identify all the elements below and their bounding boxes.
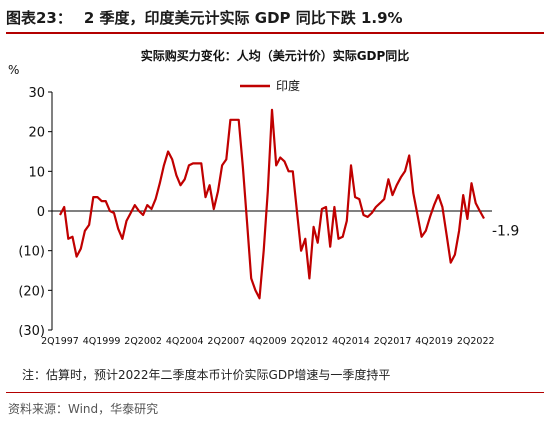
x-tick-label: 2Q2007	[207, 336, 245, 347]
y-tick-label: 30	[28, 86, 45, 101]
y-tick-label: (10)	[18, 245, 45, 260]
source-divider	[6, 392, 544, 393]
figure-title: 图表23： 2 季度，印度美元计实际 GDP 同比下跌 1.9%	[6, 4, 544, 34]
x-tick-label: 4Q1999	[83, 336, 121, 347]
y-axis-unit: %	[8, 63, 19, 77]
series-line-india	[59, 108, 485, 300]
y-tick-label: (20)	[18, 284, 45, 299]
x-tick-label: 2Q1997	[41, 336, 79, 347]
x-tick-label: 4Q2009	[249, 336, 287, 347]
chart-title: 实际购买力变化：人均（美元计价）实际GDP同比	[141, 48, 410, 63]
y-tick-label: 0	[37, 205, 45, 220]
end-value-annotation: -1.9	[492, 224, 519, 240]
y-tick-label: 10	[28, 165, 45, 180]
x-tick-label: 4Q2014	[332, 336, 370, 347]
source-text: 资料来源：Wind，华泰研究	[8, 402, 159, 416]
x-tick-label: 2Q2002	[124, 336, 162, 347]
x-tick-label: 2Q2012	[291, 336, 329, 347]
line-chart: 实际购买力变化：人均（美元计价）实际GDP同比 % 印度 (30) (20) (10…	[8, 48, 519, 347]
chart-note: 注：估算时，预计2022年二季度本币计价实际GDP增速与一季度持平	[22, 368, 391, 382]
x-tick-label: 4Q2004	[166, 336, 204, 347]
x-tick-label: 2Q2022	[457, 336, 495, 347]
x-tick-label: 4Q2019	[415, 336, 453, 347]
x-tick-label: 2Q2017	[374, 336, 412, 347]
figure-label: 图表23：	[6, 9, 72, 27]
figure-caption: 2 季度，印度美元计实际 GDP 同比下跌 1.9%	[83, 9, 403, 27]
legend-label: 印度	[276, 78, 300, 93]
y-tick-label: 20	[28, 126, 45, 141]
legend: 印度	[240, 78, 300, 93]
y-tick-label: (30)	[18, 324, 45, 339]
